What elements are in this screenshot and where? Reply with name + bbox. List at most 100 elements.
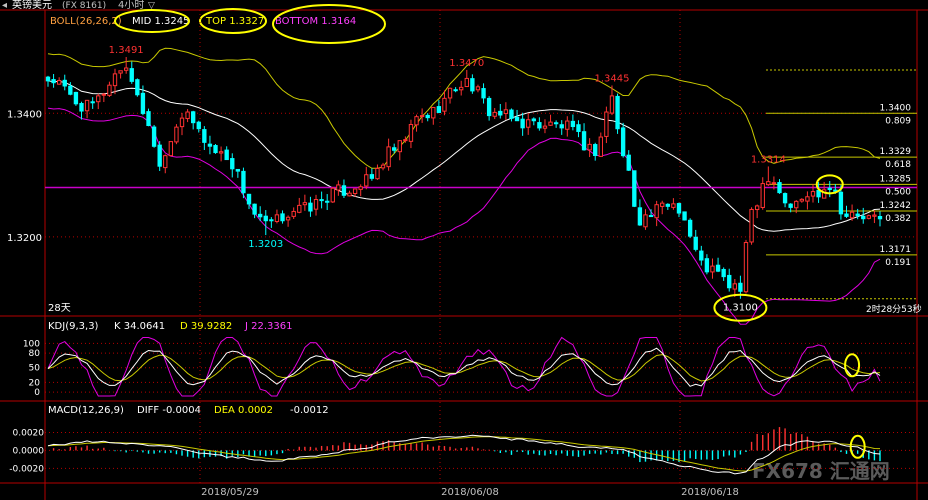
candle-body	[163, 155, 168, 169]
candle-body	[358, 186, 363, 190]
window-icon[interactable]: ◂	[2, 0, 7, 11]
macd-indicator-name[interactable]: MACD(12,26,9)	[48, 405, 124, 416]
kdj-highlight-ellipse	[844, 353, 861, 378]
date-tick-label: 2018/06/18	[681, 487, 739, 498]
bottom-highlight-ellipse	[272, 4, 386, 44]
candle-body	[375, 167, 380, 180]
candle-body	[771, 182, 777, 185]
candle-body	[565, 120, 570, 130]
candle-body	[84, 99, 90, 112]
candle-body	[648, 215, 654, 218]
candle-body	[704, 258, 710, 273]
price-extreme-label: 1.3203	[248, 239, 283, 250]
candle-body	[431, 106, 436, 119]
candle-body	[107, 84, 112, 96]
candle-body	[90, 101, 95, 104]
candle-body	[598, 136, 603, 157]
candle-body	[51, 79, 56, 84]
candle-body	[526, 119, 531, 128]
kdj-tick-label: 80	[29, 349, 41, 359]
boll-indicator-name[interactable]: BOLL(26,26,2)	[50, 16, 122, 27]
candle-body	[553, 122, 559, 125]
date-tick-label: 2018/05/29	[201, 487, 259, 498]
candle-body	[436, 106, 442, 113]
candle-body	[313, 199, 319, 210]
kdj-tick-label: 20	[29, 378, 41, 388]
candle-body	[788, 203, 793, 208]
candle-body	[503, 109, 509, 115]
price-extreme-label: 1.3314	[751, 154, 786, 165]
fib-price-label: 1.3171	[880, 245, 912, 255]
candle-body	[738, 282, 743, 292]
candle-body	[140, 92, 146, 114]
candle-body	[191, 111, 196, 124]
watermark-logo: FX678 汇通网	[752, 459, 890, 483]
macd-tick-label: -0.0020	[9, 464, 44, 474]
candle-body	[805, 196, 810, 202]
candle-body	[79, 103, 84, 112]
fib-price-label: 1.3400	[880, 103, 912, 113]
candle-body	[352, 188, 358, 195]
candle-body	[754, 205, 760, 211]
candle-body	[319, 199, 324, 202]
period-dropdown-icon[interactable]: ▽	[148, 1, 155, 11]
price-extreme-label: 1.3470	[449, 58, 484, 69]
candle-body	[866, 215, 872, 219]
candle-body	[844, 213, 849, 217]
candle-body	[101, 93, 107, 96]
candle-body	[548, 121, 553, 126]
candle-body	[308, 202, 313, 212]
macd-histogram-value: -0.0012	[290, 405, 329, 416]
candle-body	[833, 189, 838, 192]
candle-body	[693, 236, 698, 250]
candle-body	[408, 124, 414, 142]
candle-body	[302, 202, 308, 206]
candle-body	[459, 86, 464, 91]
candle-body	[682, 211, 687, 221]
price-tick-label: 1.3200	[7, 233, 42, 244]
candle-body	[285, 216, 291, 221]
candle-body	[419, 115, 425, 118]
macd-dea-value: DEA 0.0002	[214, 405, 273, 416]
boll-legend: BOLL(26,26,2) MID 1.3245 TOP 1.3327 BOTT…	[50, 4, 386, 44]
candle-body	[464, 77, 469, 88]
candle-body	[654, 204, 659, 219]
candle-body	[782, 193, 788, 204]
candle-body	[73, 91, 79, 105]
instrument-name: 英镑美元	[12, 0, 52, 11]
price-tick-label: 1.3400	[7, 109, 42, 120]
candle-body	[151, 126, 157, 147]
candle-body	[397, 140, 402, 153]
candle-body	[520, 118, 525, 129]
candle-body	[447, 87, 453, 99]
kdj-indicator-name[interactable]: KDJ(9,3,3)	[48, 321, 99, 332]
candle-body	[537, 122, 542, 129]
candle-body	[168, 141, 174, 157]
kdj-tick-label: 50	[29, 364, 41, 374]
candle-body	[96, 95, 101, 103]
title-bar: ◂ 英镑美元 (FX 8161) 4小时 ▽	[2, 0, 155, 11]
candle-body	[336, 184, 341, 191]
candle-body	[766, 181, 771, 186]
kdj-tick-label: 100	[23, 339, 40, 349]
candle-body	[531, 118, 536, 122]
candle-body	[263, 215, 268, 222]
candle-body	[123, 67, 129, 71]
kdj-j-line	[47, 336, 881, 397]
candle-body	[671, 203, 676, 208]
candle-body	[414, 116, 419, 126]
days-label: 28天	[48, 303, 71, 314]
low-highlight-ellipse	[713, 293, 768, 322]
candle-body	[179, 117, 185, 128]
date-tick-label: 2018/06/08	[441, 487, 499, 498]
candle-body	[492, 111, 497, 117]
candle-body	[425, 114, 430, 119]
period-selector[interactable]: 4小时	[118, 0, 144, 11]
fib-ratio-label: 0.382	[885, 214, 911, 224]
top-highlight-ellipse	[199, 8, 267, 34]
candle-body	[581, 131, 587, 151]
kdj-d-line	[47, 354, 881, 382]
fib-ratio-label: 0.809	[885, 116, 911, 126]
